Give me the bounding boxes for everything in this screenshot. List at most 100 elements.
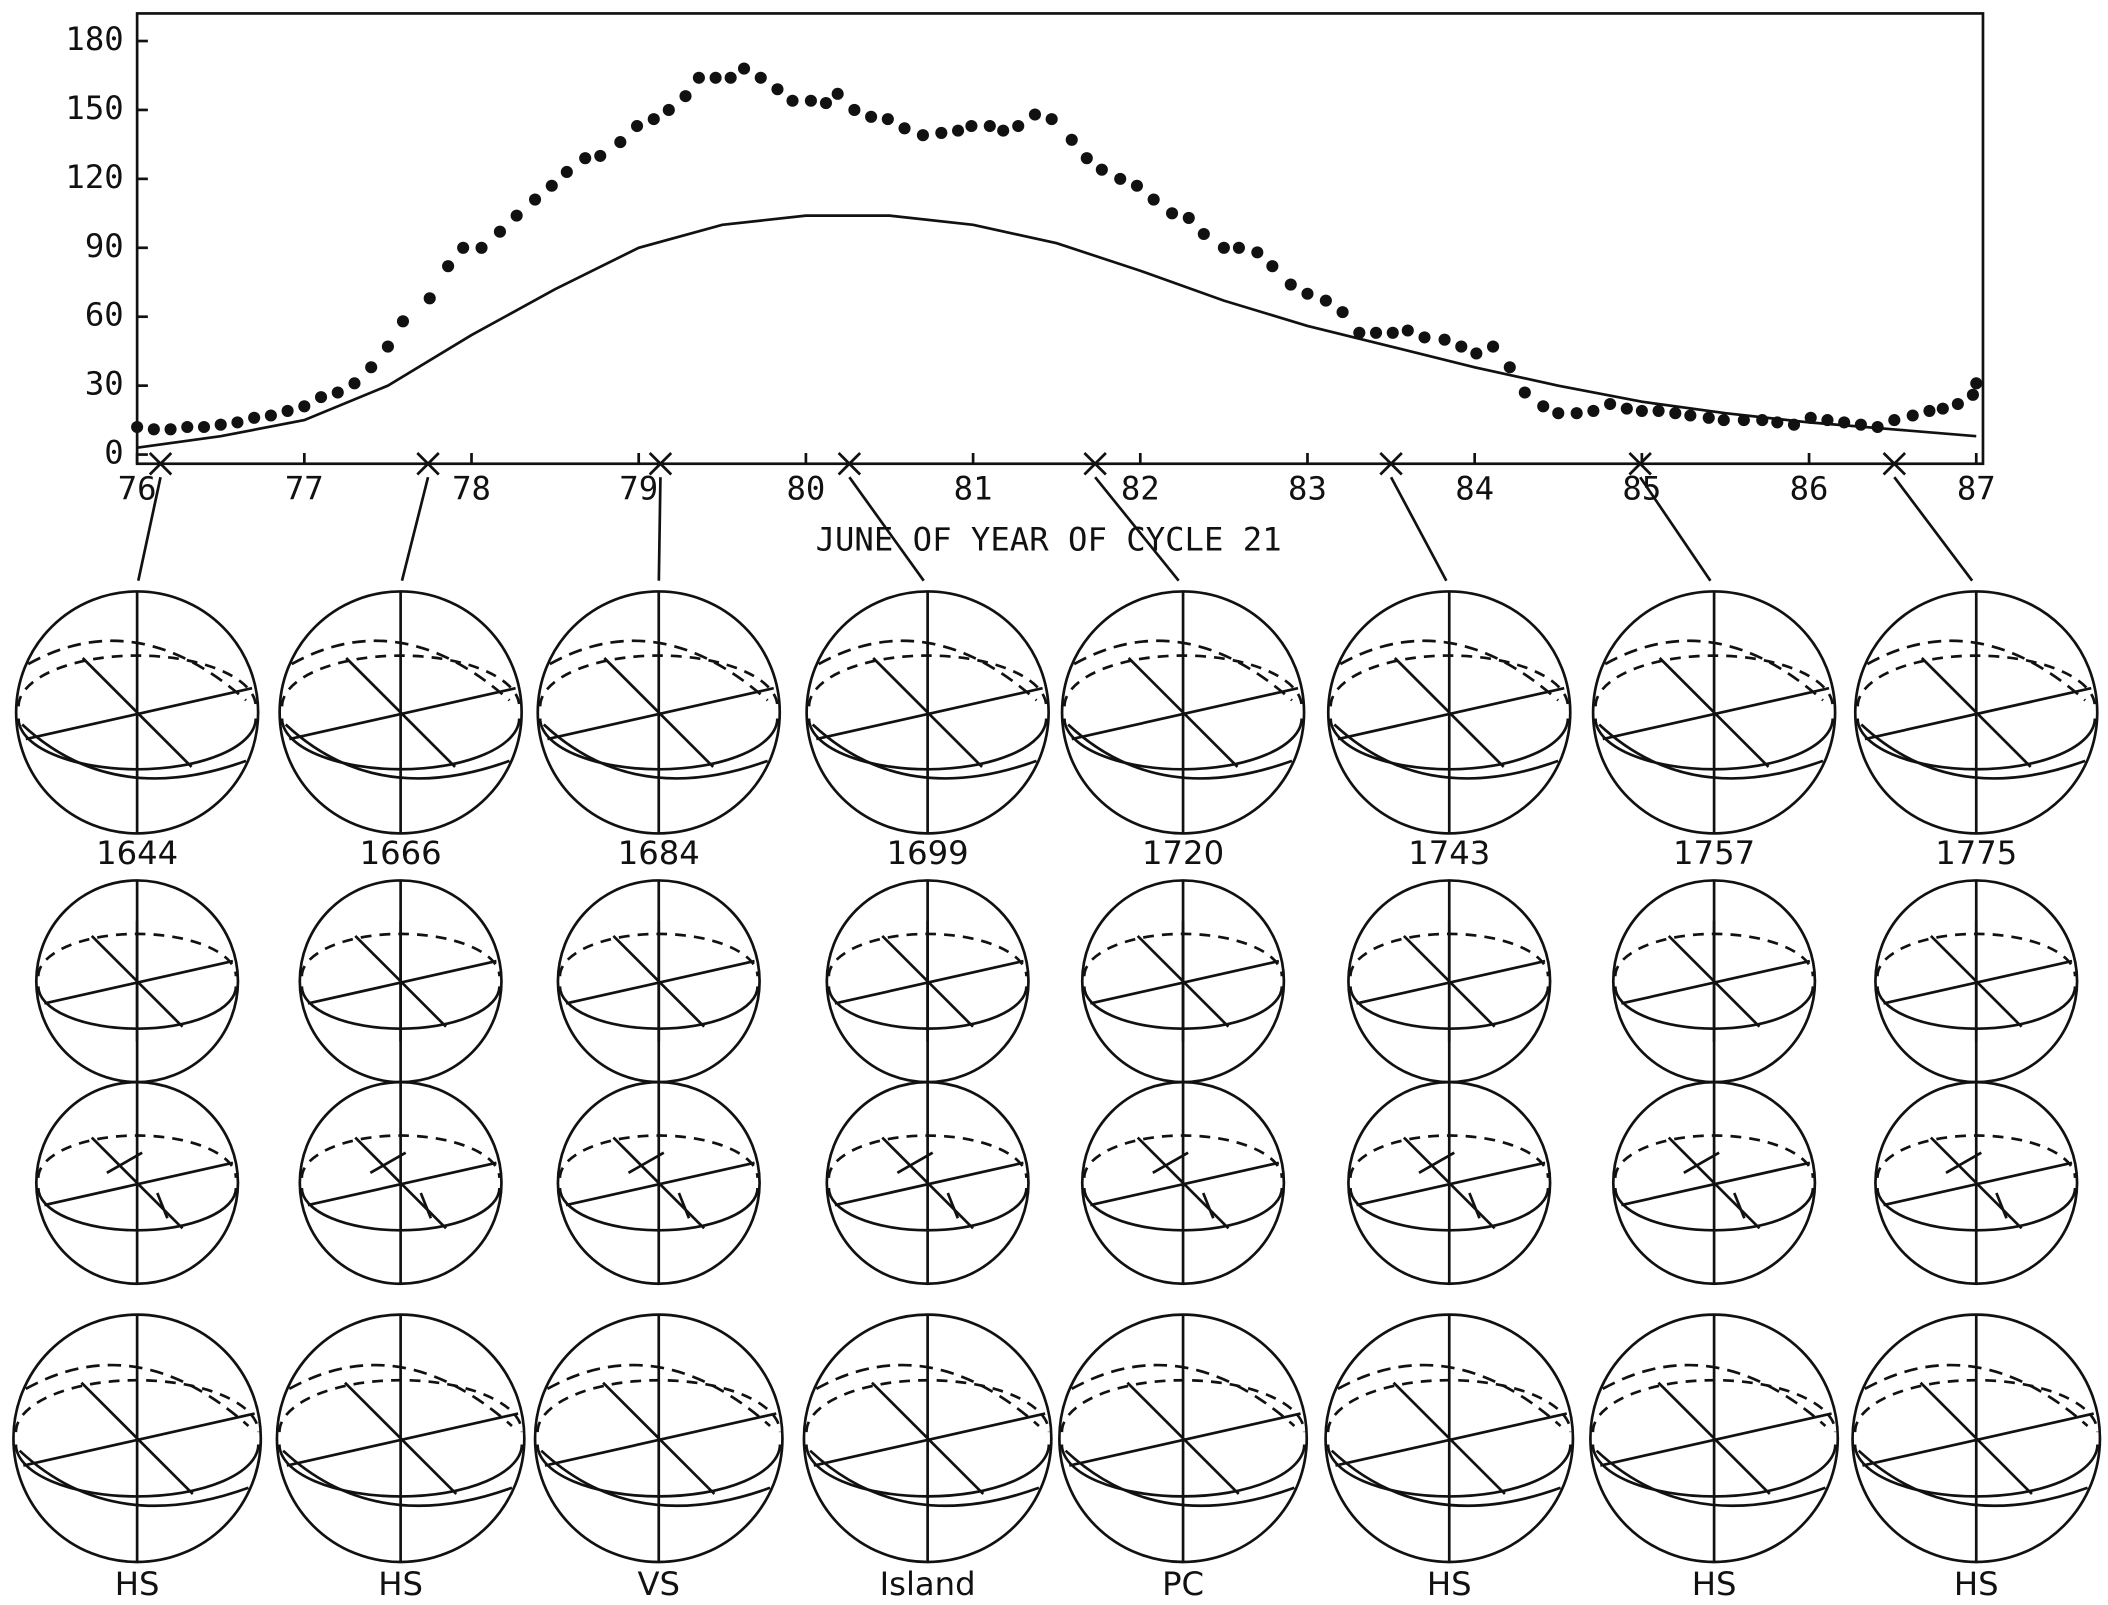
- data-point: [1587, 405, 1599, 417]
- data-point: [1470, 347, 1482, 359]
- rotation-label: 1720: [1142, 834, 1224, 872]
- sphere-axis: [23, 1414, 254, 1466]
- data-point: [529, 193, 541, 205]
- sphere-axis: [1090, 1163, 1279, 1205]
- data-point: [1029, 108, 1041, 120]
- data-point: [1046, 113, 1058, 125]
- data-point: [786, 95, 798, 107]
- structure-label: HS: [1427, 1565, 1472, 1603]
- data-point: [475, 242, 487, 254]
- data-point: [755, 72, 767, 84]
- data-point: [1571, 407, 1583, 419]
- structure-label: VS: [637, 1565, 680, 1603]
- y-tick-label: 60: [85, 296, 124, 334]
- sphere-axis: [1069, 1414, 1300, 1466]
- figure: JUNE OF YEAR OF CYCLE 21 030609012015018…: [0, 0, 2108, 1605]
- data-point: [315, 391, 327, 403]
- data-point: [165, 423, 177, 435]
- data-point: [1718, 414, 1730, 426]
- data-point: [1604, 398, 1616, 410]
- data-point: [865, 111, 877, 123]
- data-point: [1096, 164, 1108, 176]
- x-tick-label: 77: [285, 470, 324, 508]
- y-tick-label: 180: [65, 20, 123, 58]
- data-point: [424, 292, 436, 304]
- data-point: [832, 88, 844, 100]
- data-point: [1114, 173, 1126, 185]
- sphere-axis: [1356, 1163, 1545, 1205]
- data-point: [265, 409, 277, 421]
- data-point: [298, 400, 310, 412]
- rotation-label: 1743: [1408, 834, 1490, 872]
- structure-label: HS: [1692, 1565, 1737, 1603]
- data-point: [579, 152, 591, 164]
- sphere-axis: [545, 1414, 776, 1466]
- x-tick-label: 83: [1288, 470, 1327, 508]
- data-point: [1148, 193, 1160, 205]
- x-tick-label: 86: [1790, 470, 1829, 508]
- sphere-axis: [566, 1163, 755, 1205]
- x-tick-label: 79: [619, 470, 658, 508]
- x-tick-label: 82: [1121, 470, 1160, 508]
- data-point: [382, 341, 394, 353]
- data-point: [1970, 377, 1982, 389]
- sphere-axis: [835, 961, 1024, 1003]
- data-point: [215, 419, 227, 431]
- data-point: [1218, 242, 1230, 254]
- rotation-label: 1644: [96, 834, 178, 872]
- sphere-axis: [1862, 1414, 2093, 1466]
- marker-connector: [402, 477, 428, 581]
- sphere-axis: [816, 688, 1042, 739]
- data-point: [1952, 398, 1964, 410]
- structure-label: HS: [1954, 1565, 1999, 1603]
- data-point: [1418, 331, 1430, 343]
- data-point: [1537, 400, 1549, 412]
- x-tick-label: 87: [1957, 470, 1996, 508]
- data-point: [1636, 405, 1648, 417]
- data-point: [1081, 152, 1093, 164]
- data-point: [1907, 409, 1919, 421]
- data-point: [1552, 407, 1564, 419]
- data-point: [348, 377, 360, 389]
- data-point: [771, 83, 783, 95]
- y-tick-label: 0: [104, 434, 123, 472]
- data-point: [148, 423, 160, 435]
- marker-connector: [1391, 477, 1446, 581]
- data-point: [1855, 419, 1867, 431]
- sphere-axis: [1883, 961, 2072, 1003]
- sphere-axis: [1338, 688, 1564, 739]
- data-point: [1285, 279, 1297, 291]
- data-point: [882, 113, 894, 125]
- sphere-axis: [835, 1163, 1024, 1205]
- data-point: [131, 421, 143, 433]
- sphere-axis: [1603, 688, 1829, 739]
- x-tick-label: 80: [786, 470, 825, 508]
- data-point: [365, 361, 377, 373]
- sphere-axis: [308, 1163, 497, 1205]
- data-point: [1439, 334, 1451, 346]
- sphere-axis: [1090, 961, 1279, 1003]
- data-point: [248, 412, 260, 424]
- data-point: [648, 113, 660, 125]
- sphere-axis: [289, 688, 515, 739]
- sphere-axis: [1883, 1163, 2072, 1205]
- structure-label: HS: [115, 1565, 160, 1603]
- structure-label: HS: [378, 1565, 423, 1603]
- data-point: [1621, 403, 1633, 415]
- sphere-axis: [566, 961, 755, 1003]
- data-point: [1233, 242, 1245, 254]
- data-point: [198, 421, 210, 433]
- smoothed-line: [137, 216, 1976, 448]
- data-point: [1251, 246, 1263, 258]
- x-tick-label: 78: [452, 470, 491, 508]
- data-point: [1967, 389, 1979, 401]
- data-point: [442, 260, 454, 272]
- data-point: [397, 315, 409, 327]
- data-point: [663, 104, 675, 116]
- data-point: [1487, 341, 1499, 353]
- rotation-label: 1666: [360, 834, 442, 872]
- data-point: [282, 405, 294, 417]
- y-tick-label: 150: [65, 89, 123, 127]
- data-point: [820, 97, 832, 109]
- data-point: [1937, 403, 1949, 415]
